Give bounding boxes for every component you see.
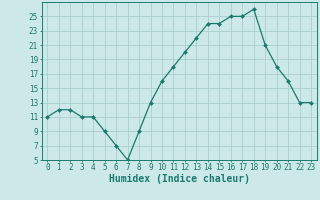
X-axis label: Humidex (Indice chaleur): Humidex (Indice chaleur) [109, 174, 250, 184]
